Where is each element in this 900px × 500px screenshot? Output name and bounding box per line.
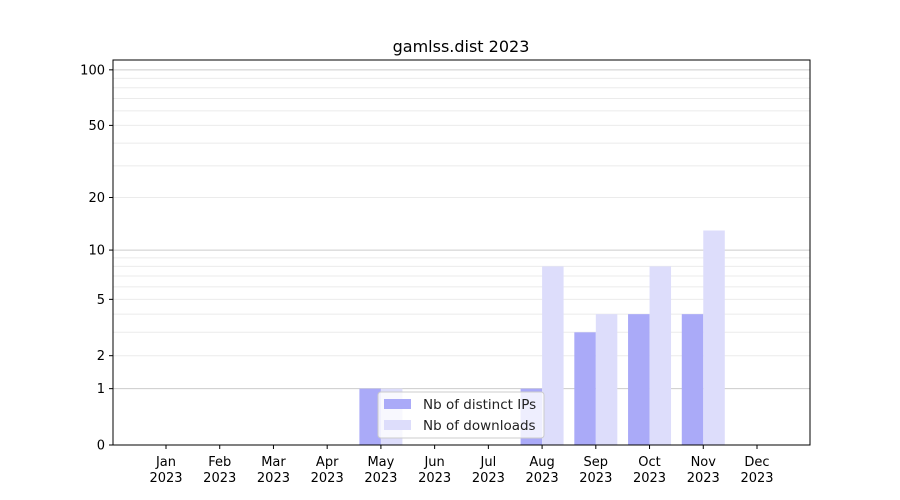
x-tick-label: Dec [744, 455, 769, 470]
x-tick-label: Apr [316, 455, 339, 470]
x-tick-label: 2023 [257, 471, 290, 486]
x-tick-label: 2023 [311, 471, 344, 486]
x-tick-label: 2023 [149, 471, 182, 486]
bar-downloads [649, 266, 672, 445]
x-tick-label: Mar [261, 455, 286, 470]
legend: Nb of distinct IPs Nb of downloads [377, 391, 545, 439]
y-tick-label: 5 [97, 293, 105, 308]
y-tick-label: 20 [88, 191, 105, 206]
y-tick-label: 1 [97, 382, 105, 397]
x-tick-label: 2023 [633, 471, 666, 486]
chart-title: gamlss.dist 2023 [393, 37, 530, 56]
legend-swatch-ips [384, 399, 411, 409]
x-tick-label: Jan [155, 455, 176, 470]
y-tick-label: 10 [88, 244, 105, 259]
bar-downloads [595, 314, 618, 445]
x-tick-label: Sep [584, 455, 609, 470]
bar-distinct-ips [628, 314, 650, 445]
y-tick-label: 2 [97, 349, 105, 364]
legend-label-downloads: Nb of downloads [423, 418, 536, 434]
grid [113, 69, 810, 390]
x-tick-label: 2023 [687, 471, 720, 486]
x-tick-label: Oct [638, 455, 660, 470]
x-tick-label: 2023 [364, 471, 397, 486]
y-tick-label: 50 [88, 119, 105, 134]
y-tick-label: 100 [80, 63, 105, 78]
plot-frame [112, 59, 811, 446]
legend-swatch-downloads [384, 420, 411, 430]
bar-distinct-ips [574, 332, 596, 445]
legend-box [377, 391, 545, 439]
bar-downloads [542, 266, 564, 445]
x-tick-label: 2023 [526, 471, 559, 486]
x-tick-label: Feb [208, 455, 231, 470]
x-tick-label: 2023 [579, 471, 612, 486]
x-tick-label: Aug [529, 455, 554, 470]
x-tick-label: May [367, 455, 394, 470]
x-tick-label: Jul [480, 455, 497, 470]
x-tick-label: 2023 [740, 471, 773, 486]
x-tick-label: 2023 [472, 471, 505, 486]
x-axis: Jan2023Feb2023Mar2023Apr2023May2023Jun20… [149, 445, 774, 486]
bar-downloads [703, 230, 725, 445]
bar-distinct-ips [359, 388, 381, 445]
y-axis: 0 1 2 5 10 20 50 100 [80, 63, 113, 454]
x-tick-label: Jun [423, 455, 444, 470]
x-tick-label: 2023 [418, 471, 451, 486]
legend-label-ips: Nb of distinct IPs [423, 397, 536, 413]
x-tick-label: 2023 [203, 471, 236, 486]
y-tick-label: 0 [97, 439, 105, 454]
x-tick-label: Nov [691, 455, 717, 470]
bar-distinct-ips [681, 314, 704, 445]
